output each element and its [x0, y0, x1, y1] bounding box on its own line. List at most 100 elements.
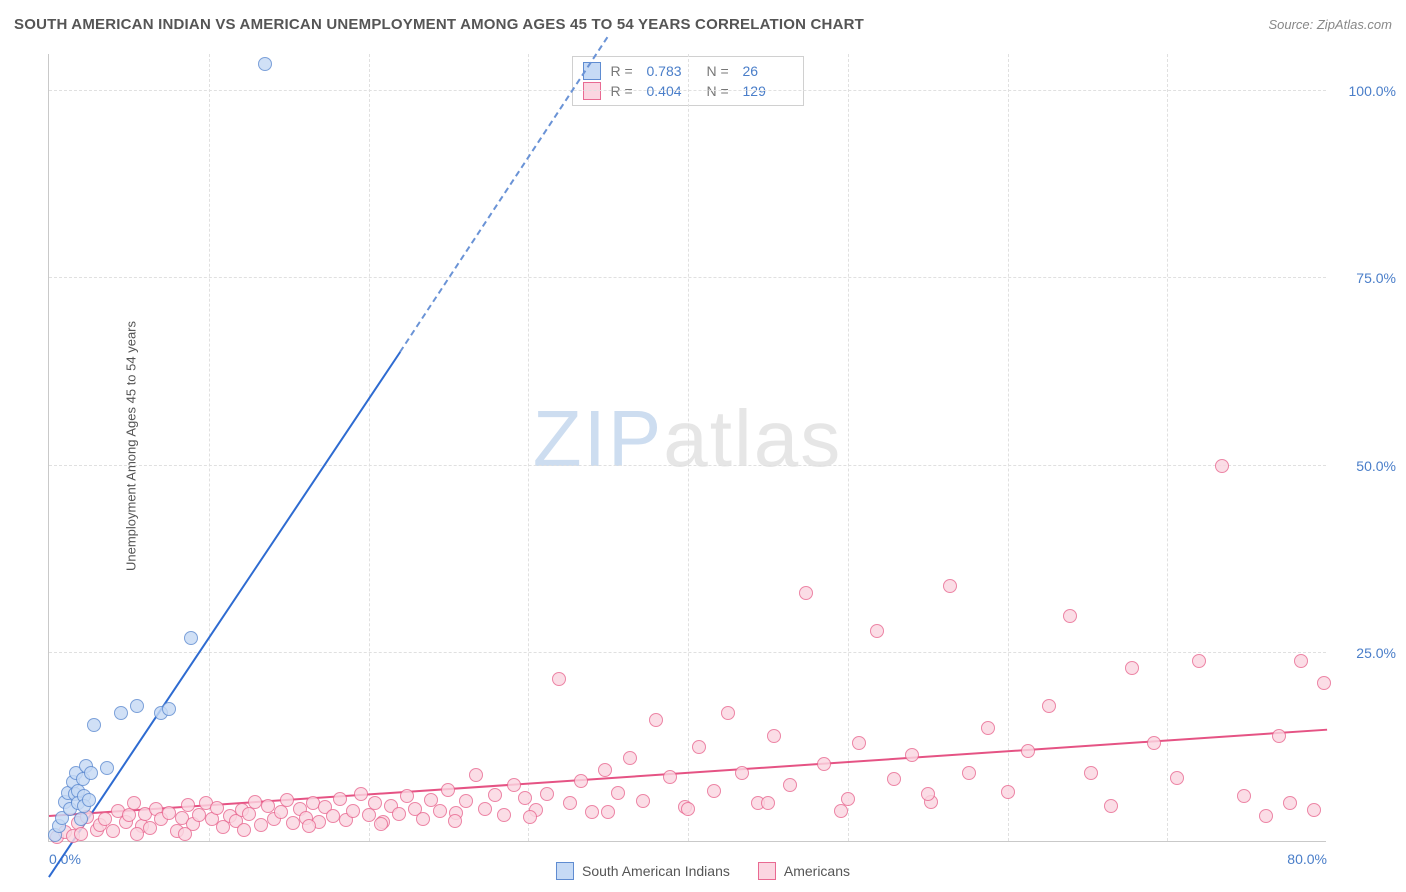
source-name: ZipAtlas.com — [1317, 17, 1392, 32]
pink-marker — [540, 787, 554, 801]
pink-marker — [981, 721, 995, 735]
watermark-zip: ZIP — [533, 393, 663, 482]
pink-marker — [130, 827, 144, 841]
pink-marker — [623, 751, 637, 765]
pink-marker — [280, 793, 294, 807]
pink-marker — [721, 706, 735, 720]
pink-marker — [374, 817, 388, 831]
legend-item: Americans — [758, 862, 850, 880]
pink-marker — [1001, 785, 1015, 799]
pink-marker — [761, 796, 775, 810]
pink-marker — [563, 796, 577, 810]
legend-label: Americans — [784, 863, 850, 879]
y-tick-label: 25.0% — [1336, 645, 1396, 661]
pink-marker — [178, 827, 192, 841]
stats-r-value: 0.404 — [647, 83, 697, 99]
pink-marker — [74, 827, 88, 841]
pink-marker — [448, 814, 462, 828]
pink-marker — [1021, 744, 1035, 758]
source-label: Source: ZipAtlas.com — [1268, 17, 1392, 32]
y-tick-label: 50.0% — [1336, 458, 1396, 474]
pink-marker — [585, 805, 599, 819]
pink-marker — [707, 784, 721, 798]
pink-marker — [400, 789, 414, 803]
pink-marker — [346, 804, 360, 818]
pink-marker — [237, 823, 251, 837]
stats-n-label: N = — [707, 83, 733, 99]
pink-marker — [127, 796, 141, 810]
pink-marker — [1272, 729, 1286, 743]
pink-marker — [887, 772, 901, 786]
pink-marker — [783, 778, 797, 792]
pink-marker — [98, 812, 112, 826]
pink-marker — [523, 810, 537, 824]
pink-marker — [799, 586, 813, 600]
y-tick-label: 100.0% — [1336, 83, 1396, 99]
pink-marker — [1104, 799, 1118, 813]
pink-marker — [488, 788, 502, 802]
pink-marker — [921, 787, 935, 801]
pink-marker — [1084, 766, 1098, 780]
pink-marker — [905, 748, 919, 762]
gridline-vertical — [1167, 54, 1168, 841]
pink-marker — [106, 824, 120, 838]
pink-marker — [692, 740, 706, 754]
stats-r-value: 0.783 — [647, 63, 697, 79]
pink-marker — [433, 804, 447, 818]
blue-marker — [82, 793, 96, 807]
legend-label: South American Indians — [582, 863, 730, 879]
pink-marker — [1063, 609, 1077, 623]
pink-marker — [478, 802, 492, 816]
pink-marker — [870, 624, 884, 638]
pink-marker — [1283, 796, 1297, 810]
blue-marker — [74, 812, 88, 826]
blue-marker — [114, 706, 128, 720]
pink-marker — [735, 766, 749, 780]
watermark-atlas: atlas — [663, 393, 842, 482]
pink-marker — [242, 807, 256, 821]
blue-marker — [162, 702, 176, 716]
x-tick-label: 80.0% — [1287, 851, 1327, 867]
legend-swatch — [758, 862, 776, 880]
pink-marker — [962, 766, 976, 780]
pink-marker — [649, 713, 663, 727]
stats-n-value: 129 — [743, 83, 793, 99]
blue-marker — [130, 699, 144, 713]
chart-title: SOUTH AMERICAN INDIAN VS AMERICAN UNEMPL… — [14, 16, 864, 33]
pink-marker — [611, 786, 625, 800]
pink-marker — [1259, 809, 1273, 823]
pink-marker — [302, 819, 316, 833]
trend-line — [48, 351, 401, 878]
pink-marker — [354, 787, 368, 801]
pink-marker — [333, 792, 347, 806]
legend-item: South American Indians — [556, 862, 730, 880]
gridline-vertical — [528, 54, 529, 841]
pink-marker — [681, 802, 695, 816]
stats-swatch — [583, 82, 601, 100]
pink-marker — [817, 757, 831, 771]
pink-marker — [1294, 654, 1308, 668]
pink-marker — [574, 774, 588, 788]
gridline-vertical — [369, 54, 370, 841]
pink-marker — [598, 763, 612, 777]
gridline-vertical — [1008, 54, 1009, 841]
pink-marker — [767, 729, 781, 743]
pink-marker — [1042, 699, 1056, 713]
pink-marker — [362, 808, 376, 822]
pink-marker — [469, 768, 483, 782]
pink-marker — [210, 801, 224, 815]
pink-marker — [841, 792, 855, 806]
legend: South American Indians Americans — [556, 862, 850, 880]
pink-marker — [1237, 789, 1251, 803]
pink-marker — [441, 783, 455, 797]
pink-marker — [274, 805, 288, 819]
stats-r-label: R = — [611, 83, 637, 99]
gridline-vertical — [688, 54, 689, 841]
blue-marker — [184, 631, 198, 645]
pink-marker — [834, 804, 848, 818]
pink-marker — [507, 778, 521, 792]
plot-area: ZIPatlas R =0.783N =26R =0.404N =129 25.… — [48, 54, 1326, 842]
blue-marker — [100, 761, 114, 775]
pink-marker — [497, 808, 511, 822]
blue-marker — [84, 766, 98, 780]
